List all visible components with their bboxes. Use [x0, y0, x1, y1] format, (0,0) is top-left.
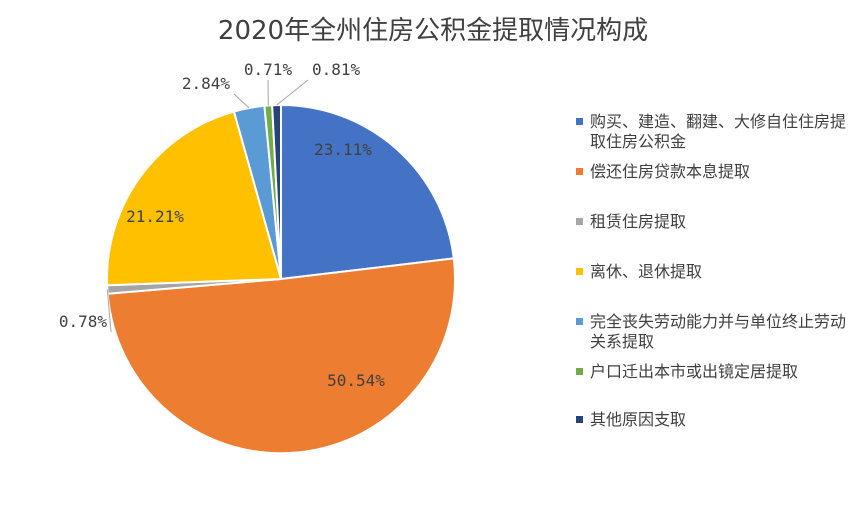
legend-label: 完全丧失劳动能力并与单位终止劳动关系提取 [590, 312, 847, 351]
slice-data-label: 0.81% [312, 60, 361, 79]
legend-marker [576, 318, 583, 325]
legend-item: 其他原因支取 [576, 410, 858, 430]
pie-slice [106, 257, 457, 455]
legend-item: 租赁住房提取 [576, 212, 858, 232]
legend-item: 偿还住房贷款本息提取 [576, 162, 858, 182]
chart-title: 2020年全州住房公积金提取情况构成 [217, 16, 649, 46]
legend-label: 户口迁出本市或出镜定居提取 [590, 362, 799, 381]
pie-slice [280, 103, 455, 281]
legend-marker [576, 368, 583, 375]
legend-label: 购买、建造、翻建、大修自住住房提取住房公积金 [590, 112, 847, 151]
slice-data-label: 50.54% [327, 371, 385, 390]
legend-marker [576, 268, 583, 275]
legend-item: 完全丧失劳动能力并与单位终止劳动关系提取 [576, 312, 858, 352]
slice-data-label: 0.71% [244, 60, 293, 79]
legend-item: 购买、建造、翻建、大修自住住房提取住房公积金 [576, 112, 858, 152]
legend-label: 租赁住房提取 [590, 212, 687, 231]
legend-marker [576, 168, 583, 175]
legend-marker [576, 416, 583, 423]
legend-label: 偿还住房贷款本息提取 [590, 162, 751, 181]
legend-item: 离休、退休提取 [576, 262, 858, 282]
pie-slice [106, 110, 283, 287]
legend-item: 户口迁出本市或出镜定居提取 [576, 362, 858, 382]
slice-data-label: 0.78% [59, 312, 108, 331]
legend-marker [576, 218, 583, 225]
leader-line [106, 289, 112, 333]
legend-label: 其他原因支取 [590, 410, 687, 429]
slice-data-label: 23.11% [314, 140, 372, 159]
slice-data-label: 21.21% [126, 207, 184, 226]
leader-line [276, 79, 309, 106]
legend-marker [576, 118, 583, 125]
slice-data-label: 2.84% [182, 74, 231, 93]
legend-label: 离休、退休提取 [590, 262, 703, 281]
leader-line [233, 93, 250, 109]
